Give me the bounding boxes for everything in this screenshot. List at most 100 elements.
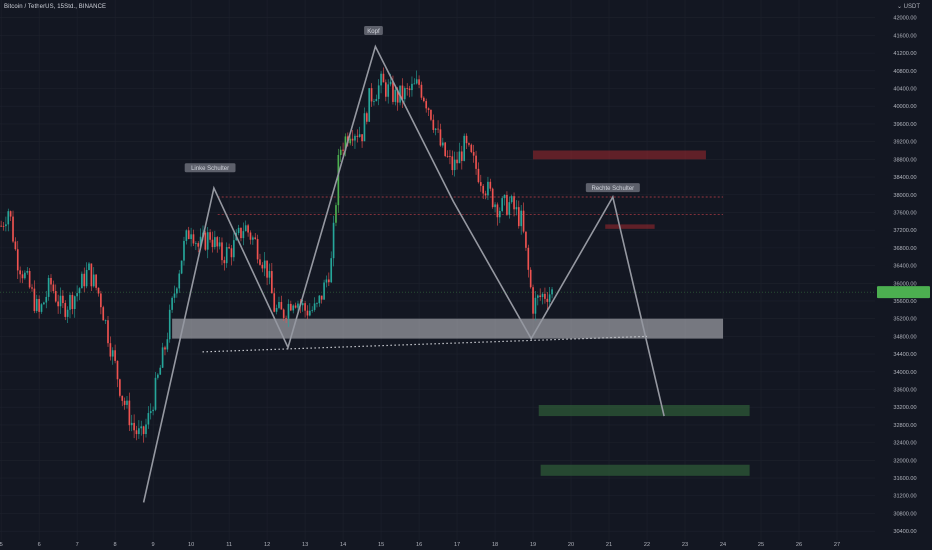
price-tick-label: 30800.00 [893,511,916,517]
candle-body [506,194,508,215]
candle-body [368,88,371,122]
pattern-label-bg [364,25,383,35]
time-tick-label: 18 [492,542,498,548]
candle-body [81,273,83,289]
candle-body [482,185,485,194]
time-tick-label: 11 [226,542,232,548]
candle-body [280,301,283,310]
candle-body [83,273,86,287]
price-tick-label: 33200.00 [893,405,916,411]
candle-body [54,291,57,302]
candle-body [221,242,223,261]
candle-body [292,305,295,311]
candle-body [508,202,511,215]
candle-body [394,89,397,102]
candle-body [318,295,321,304]
candle-body [468,143,470,145]
candle-body [171,297,173,310]
candle-body [408,88,411,91]
candle-body [263,260,266,269]
price-tick-label: 36800.00 [893,246,916,252]
price-tick-label: 34800.00 [893,334,916,340]
candle-body [515,207,518,210]
candle-body [415,79,418,84]
candle-body [133,422,135,431]
candle-body [484,193,487,196]
price-tick-label: 35600.00 [893,299,916,305]
time-axis[interactable]: 5 6 7 8 9 10 11 12 13 14 15 16 17 18 19 20 21 22 23 24 25 26 2… [0,542,840,548]
candle-body [498,210,501,218]
price-axis[interactable]: 30400.00 30800.00 31200.00 31600.00 32000.00… [893,16,916,535]
price-tick-label: 30400.00 [893,529,916,535]
price-tick-label: 36000.00 [893,281,916,287]
candle-body [456,159,458,164]
candle-body [396,89,399,103]
candlestick-series [0,67,553,443]
candle-body [204,232,207,250]
candle-body [444,142,447,157]
candle-body [50,277,52,285]
chart-title: Bitcoin / TetherUS, 15Std., BINANCE [4,4,107,10]
candle-body [501,198,504,211]
candle-body [354,135,356,141]
candle-body [178,273,181,289]
candle-body [128,400,131,426]
candle-body [130,422,133,426]
candle-body [313,303,316,310]
price-tick-label: 37600.00 [893,210,916,216]
candle-body [159,367,162,375]
candle-body [71,294,74,310]
price-unit-label[interactable]: ⌄ USDT [897,3,920,10]
pattern-line [142,44,665,503]
candle-body [90,263,93,287]
candle-body [420,84,423,98]
candle-body [211,239,214,248]
candle-body [413,83,416,85]
candle-body [69,294,71,310]
candle-body [382,73,385,83]
candle-body [437,128,439,130]
candle-body [384,82,387,97]
pattern-label: Rechte Schulter [585,183,640,193]
candle-body [392,81,394,102]
candle-body [145,424,147,435]
candle-body [496,204,499,218]
price-tick-label: 40800.00 [893,69,916,75]
candle-body [95,274,97,288]
candle-body [102,307,105,321]
candle-body [529,269,532,288]
chart-zones [172,150,750,476]
price-tick-label: 40000.00 [893,104,916,110]
candle-body [494,204,496,208]
candle-body [26,270,29,273]
candle-body [135,430,138,435]
candle-body [142,426,145,435]
candle-body [38,298,40,312]
candle-body [351,138,354,141]
candle-body [377,85,380,100]
candle-body [109,343,112,357]
candle-body [373,101,375,102]
candle-body [166,339,169,350]
price-tick-label: 31200.00 [893,494,916,500]
time-tick-label: 17 [454,542,460,548]
candle-body [403,88,406,100]
pattern-annotations: Linke Schulter Kopf Rechte Schulter [184,25,640,193]
time-tick-label: 12 [264,542,270,548]
candle-body [16,249,19,271]
candle-body [418,79,420,85]
candle-body [244,225,247,232]
candle-body [510,196,513,203]
time-tick-label: 14 [340,542,346,548]
price-tick-label: 32000.00 [893,458,916,464]
candle-body [268,271,271,278]
price-tick-label: 38000.00 [893,193,916,199]
candle-body [453,159,456,171]
candle-body [28,270,31,288]
price-tick-label: 34400.00 [893,352,916,358]
candle-body [35,298,38,312]
candle-body [73,296,76,310]
candle-body [62,295,64,304]
time-tick-label: 6 [38,542,41,548]
